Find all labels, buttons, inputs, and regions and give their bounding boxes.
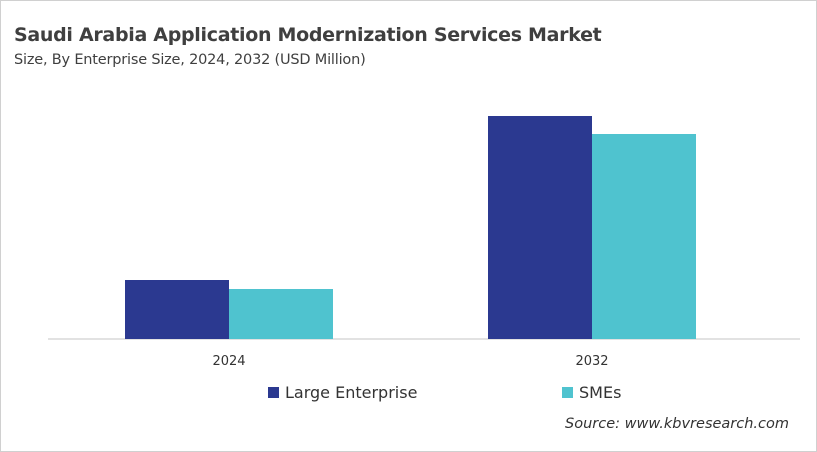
legend-label-smes: SMEs xyxy=(579,383,622,402)
chart-title: Saudi Arabia Application Modernization S… xyxy=(14,24,602,46)
bar-large-enterprise-2032 xyxy=(488,116,592,339)
source-note: Source: www.kbvresearch.com xyxy=(565,416,789,432)
bar-smes-2032 xyxy=(592,134,696,339)
x-tick-label-2032: 2032 xyxy=(575,354,608,369)
x-tick-label-2024: 2024 xyxy=(212,354,245,369)
legend-item-smes: SMEs xyxy=(562,383,621,402)
legend-label-large-enterprise: Large Enterprise xyxy=(285,383,418,402)
legend-swatch-smes xyxy=(562,387,573,398)
legend-item-large-enterprise: Large Enterprise xyxy=(268,383,417,402)
legend-swatch-large-enterprise xyxy=(268,387,279,398)
chart-subtitle: Size, By Enterprise Size, 2024, 2032 (US… xyxy=(14,52,366,68)
bar-large-enterprise-2024 xyxy=(125,280,229,339)
bar-smes-2024 xyxy=(229,289,333,339)
